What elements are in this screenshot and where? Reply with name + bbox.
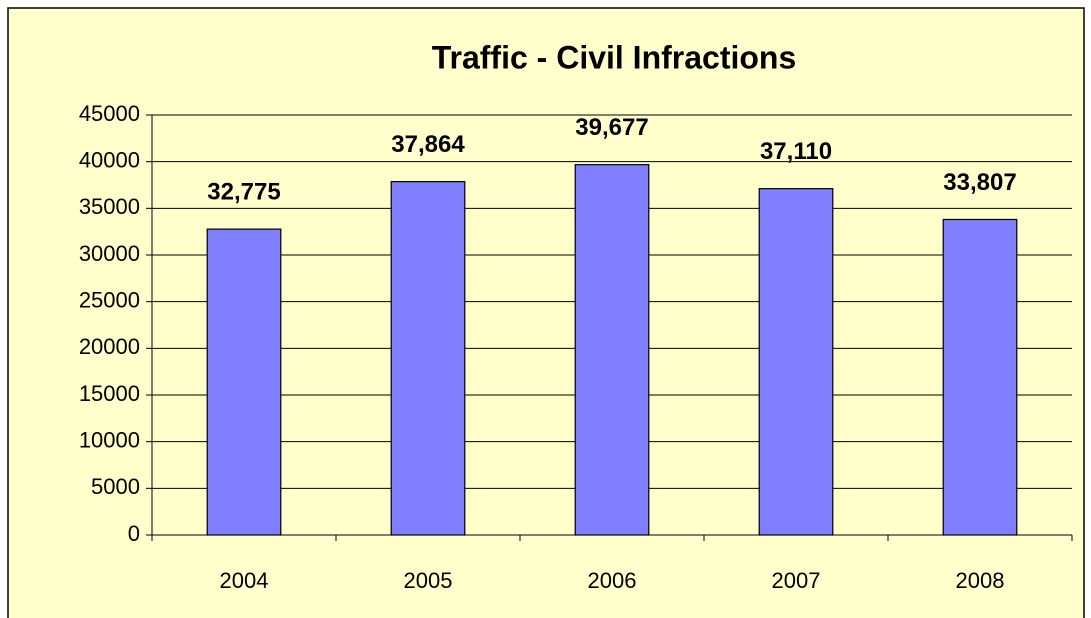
bar: [574, 164, 650, 536]
data-label: 32,775: [207, 178, 280, 205]
y-tick-label: 45000: [79, 101, 140, 126]
data-label: 33,807: [943, 169, 1016, 196]
chart-background: [7, 7, 1085, 618]
x-tick-label: 2006: [588, 568, 637, 593]
y-tick-label: 5000: [91, 474, 140, 499]
y-tick-label: 10000: [79, 427, 140, 452]
x-tick-label: 2007: [772, 568, 821, 593]
x-tick-label: 2004: [220, 568, 269, 593]
y-tick-label: 25000: [79, 287, 140, 312]
bar: [942, 218, 1018, 536]
x-tick-label: 2008: [956, 568, 1005, 593]
chart-title: Traffic - Civil Infractions: [432, 39, 797, 75]
y-tick-label: 20000: [79, 334, 140, 359]
data-label: 37,110: [760, 138, 832, 165]
data-label: 39,677: [575, 114, 648, 141]
y-tick-label: 15000: [79, 381, 140, 406]
bar: [390, 181, 466, 536]
x-tick-label: 2005: [404, 568, 453, 593]
y-tick-label: 30000: [79, 241, 140, 266]
y-tick-label: 40000: [79, 147, 140, 172]
data-label: 37,864: [391, 131, 465, 158]
bar: [758, 188, 834, 536]
bar: [206, 228, 282, 536]
y-tick-label: 35000: [79, 194, 140, 219]
y-tick-label: 0: [128, 521, 140, 546]
